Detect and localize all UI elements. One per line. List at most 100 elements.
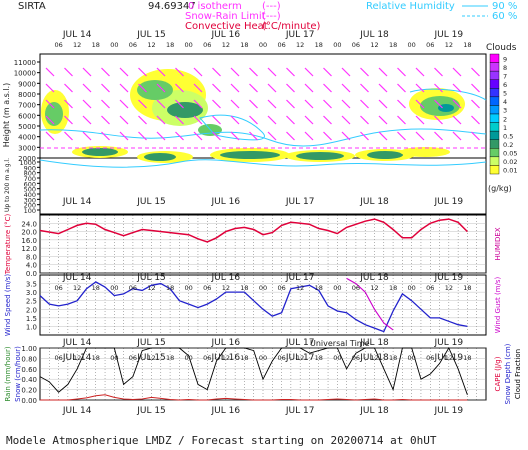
ytick-label: 1.5	[26, 315, 37, 323]
hour-tick-label: 18	[315, 284, 323, 292]
cloud-ytick-label: 800	[24, 170, 36, 178]
colorbar-cell	[489, 96, 500, 106]
isotherm-legend: (---)	[262, 1, 281, 12]
wind-arrow	[415, 99, 425, 109]
day-label: JUL 16	[211, 406, 241, 416]
hour-tick-label: 00	[333, 284, 341, 292]
day-label: JUL 19	[434, 353, 464, 363]
wind-panel: 1.01.52.02.53.03.5 Wind Speed (m/s) Wind G…	[4, 274, 502, 337]
colorbar-cell	[489, 88, 500, 98]
rh-90-label: 90 %	[492, 1, 517, 12]
wind-arrow	[323, 83, 332, 93]
cloud-ytick-label: 500	[24, 186, 36, 194]
wind-arrow	[193, 83, 203, 93]
colorbar-cell	[489, 113, 500, 123]
panel-ylabel-right2: Snow Depth (cm)	[504, 343, 512, 404]
rh-contour-line	[39, 159, 487, 168]
hour-tick-label: 00	[259, 284, 267, 292]
hour-tick-label: 12	[445, 284, 453, 292]
wind-arrow	[341, 131, 351, 141]
wind-arrow	[304, 83, 314, 93]
wind-arrow	[286, 67, 295, 77]
hour-tick-label: 18	[166, 284, 174, 292]
cloud-ytick-label: 700	[24, 175, 36, 183]
panel-ylabel-right: HUMIDEX	[494, 227, 502, 260]
rh-label: Relative Humidity	[366, 1, 455, 12]
wind-arrow	[193, 115, 203, 125]
cloud-ytick-label: 6000	[18, 112, 36, 120]
wind-arrow	[138, 99, 147, 109]
wind-arrow	[397, 83, 406, 93]
wind-arrow	[267, 67, 277, 77]
wind-arrow	[212, 83, 221, 93]
ytick-label: 0.20	[21, 387, 37, 395]
ytick-label: 2.0	[26, 306, 37, 314]
hour-tick-label: 00	[185, 284, 193, 292]
day-label: JUL 18	[359, 353, 389, 363]
series-line-cloud-fraction	[39, 347, 468, 395]
hour-tick-label: 12	[445, 354, 453, 362]
wind-arrow	[378, 83, 388, 93]
wind-arrow	[434, 67, 443, 77]
hour-tick-label: 06	[277, 284, 285, 292]
rh-contours	[39, 88, 487, 168]
colorbar-cell	[489, 122, 500, 132]
wind-arrow	[452, 83, 462, 93]
cloud-ytick-label: 400	[24, 191, 36, 199]
station-name: SIRTA	[18, 1, 46, 12]
cloud-ytick-label: 7000	[18, 102, 36, 110]
wind-arrow	[434, 131, 443, 141]
hour-tick-label: 06	[277, 354, 285, 362]
ytick-label: 0.40	[21, 376, 37, 384]
cloud-ylabel-lower: Up to 200 m a.g.l.	[4, 158, 11, 212]
hour-tick-label: 06	[54, 41, 62, 49]
hour-tick-label: 00	[408, 354, 416, 362]
cloud-ylabel: Height (m a.s.l.)	[2, 83, 11, 148]
colorbar-tick-label: 0.2	[503, 141, 513, 149]
cloud-ytick-label: 2000	[18, 155, 36, 163]
panel-ylabel: Wind Speed (m/s)	[4, 274, 12, 337]
wind-arrow	[230, 115, 240, 125]
hour-tick-label: 06	[129, 354, 137, 362]
cloud-blob	[438, 104, 454, 112]
hour-tick-label: 06	[129, 284, 137, 292]
wind-arrow	[452, 115, 462, 125]
colorbar-tick-label: 1	[503, 124, 507, 132]
wind-arrow	[249, 67, 258, 77]
wind-arrow	[415, 131, 425, 141]
day-label: JUL 14	[62, 30, 92, 40]
hour-tick-label: 00	[333, 354, 341, 362]
hour-tick-label: 12	[370, 354, 378, 362]
wind-arrow	[64, 99, 73, 109]
hour-tick-label: 00	[185, 41, 193, 49]
wind-arrow	[64, 83, 73, 93]
wind-arrow	[471, 99, 480, 109]
wind-arrow	[45, 131, 55, 141]
wind-arrow	[415, 115, 425, 125]
wind-arrow	[119, 99, 129, 109]
hour-tick-label: 06	[203, 354, 211, 362]
wind-arrow	[230, 67, 240, 77]
cloud-blob	[137, 80, 173, 100]
hour-tick-label: 06	[54, 284, 62, 292]
wind-arrow	[156, 131, 166, 141]
wind-arrow	[415, 67, 425, 77]
hour-tick-label: 06	[426, 354, 434, 362]
day-label: JUL 14	[62, 273, 92, 283]
day-label: JUL 17	[285, 273, 315, 283]
cloud-ytick-label: 9000	[18, 80, 36, 88]
colorbar-cell	[489, 105, 500, 115]
rh-contour-line	[39, 128, 487, 147]
hour-tick-label: 18	[315, 354, 323, 362]
hour-tick-label: 18	[240, 41, 248, 49]
wind-arrow	[101, 83, 110, 93]
hour-tick-label: 00	[185, 354, 193, 362]
colorbar-tick-label: 6	[503, 81, 507, 89]
colorbar-cell	[489, 148, 500, 158]
wind-arrow	[323, 131, 332, 141]
hour-tick-label: 18	[92, 354, 100, 362]
wind-arrow	[415, 83, 425, 93]
wind-arrow	[175, 131, 184, 141]
colorbar-tick-label: 8	[503, 64, 507, 72]
